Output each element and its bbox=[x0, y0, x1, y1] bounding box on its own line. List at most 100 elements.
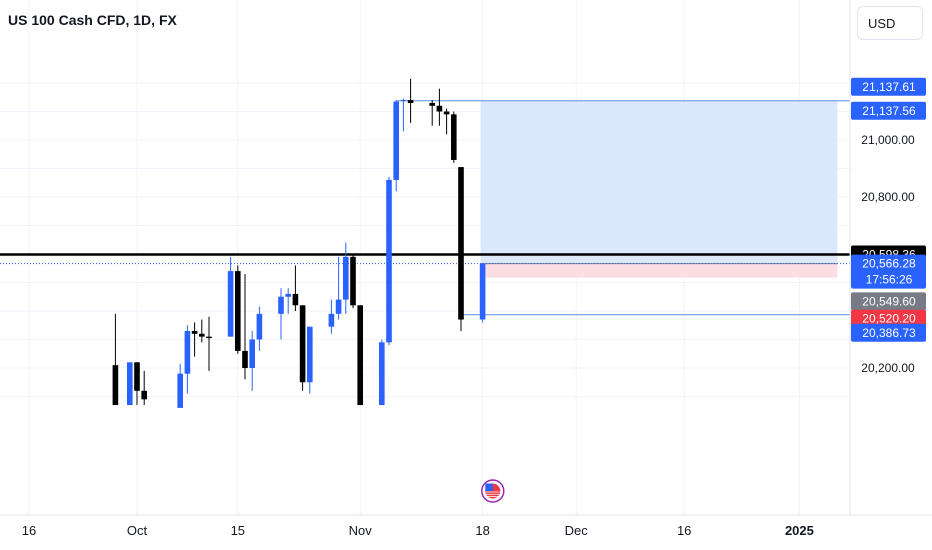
candle-body bbox=[328, 313, 335, 327]
candle bbox=[184, 325, 191, 394]
candle bbox=[400, 98, 407, 132]
candle bbox=[141, 370, 147, 406]
x-tick-label: 16 bbox=[22, 523, 36, 538]
x-tick-label: 18 bbox=[475, 523, 489, 538]
currency-button[interactable]: USD bbox=[857, 6, 923, 40]
price-label[interactable]: 21,137.56 bbox=[851, 101, 926, 120]
candle-body bbox=[386, 179, 392, 343]
candle-body bbox=[249, 339, 255, 368]
candles bbox=[112, 78, 486, 408]
candle bbox=[199, 319, 205, 343]
candle-body bbox=[400, 100, 407, 102]
candle bbox=[256, 306, 263, 351]
price-label-bg bbox=[851, 309, 926, 328]
candle-body bbox=[227, 271, 234, 337]
candle bbox=[436, 88, 443, 126]
price-label-bg bbox=[851, 292, 926, 311]
candle-body bbox=[393, 101, 399, 180]
candle bbox=[328, 299, 335, 334]
x-tick-label: Nov bbox=[349, 523, 373, 538]
y-tick-label: 20,800.00 bbox=[861, 190, 915, 204]
countdown-text: 17:56:26 bbox=[866, 273, 913, 287]
candle-body bbox=[307, 326, 313, 383]
candle bbox=[386, 177, 392, 346]
candle-body bbox=[443, 111, 450, 115]
price-label[interactable]: 20,549.60 bbox=[851, 292, 926, 311]
candle bbox=[242, 273, 248, 380]
profit-zone bbox=[480, 100, 838, 264]
price-label[interactable]: 20,520.20 bbox=[851, 309, 926, 328]
price-label-text: 20,566.28 bbox=[862, 257, 916, 271]
price-label-bg bbox=[851, 77, 926, 96]
marker-canton bbox=[485, 483, 493, 491]
candle bbox=[134, 362, 140, 406]
candle-body bbox=[199, 333, 205, 337]
candle-body bbox=[112, 365, 119, 406]
candle-body bbox=[242, 350, 248, 368]
candle bbox=[177, 363, 183, 408]
candle-body bbox=[343, 256, 349, 300]
price-label-text: 20,520.20 bbox=[862, 312, 916, 326]
candle-body bbox=[451, 114, 457, 160]
price-label-text: 21,137.61 bbox=[862, 80, 916, 94]
candle bbox=[343, 242, 349, 314]
price-label[interactable]: 20,566.28 17:56:26 bbox=[851, 254, 926, 289]
candle bbox=[393, 100, 399, 192]
candle bbox=[443, 108, 450, 135]
candle bbox=[292, 265, 299, 311]
x-tick-label: 15 bbox=[231, 523, 245, 538]
event-markers[interactable] bbox=[481, 479, 505, 503]
x-tick-label: 16 bbox=[677, 523, 691, 538]
candle-body bbox=[436, 105, 443, 112]
candle-body bbox=[357, 305, 363, 406]
candle bbox=[429, 100, 435, 126]
candle bbox=[379, 339, 385, 406]
x-tick-label: Dec bbox=[565, 523, 589, 538]
x-tick-label: Oct bbox=[127, 523, 148, 538]
price-label-text: 20,549.60 bbox=[862, 294, 916, 308]
candle bbox=[357, 305, 363, 406]
candle-body bbox=[256, 313, 263, 340]
price-label-text: 20,386.73 bbox=[862, 326, 916, 340]
x-tick-label: 2025 bbox=[785, 523, 814, 538]
candle bbox=[278, 288, 284, 340]
candle-body bbox=[141, 390, 147, 400]
candle-body bbox=[458, 167, 464, 320]
candle bbox=[299, 305, 306, 391]
price-label[interactable]: 21,137.61 bbox=[851, 77, 926, 96]
candle-body bbox=[191, 330, 198, 334]
chart-title: US 100 Cash CFD, 1D, FX bbox=[8, 12, 177, 28]
candle-body bbox=[184, 330, 191, 374]
candle-body bbox=[285, 293, 291, 297]
us-flag-icon[interactable] bbox=[481, 479, 505, 503]
y-tick-label: 21,000.00 bbox=[861, 133, 915, 147]
candle bbox=[407, 78, 414, 123]
candle bbox=[235, 265, 241, 354]
candle-body bbox=[177, 373, 183, 408]
candle bbox=[350, 254, 356, 309]
candle-body bbox=[479, 263, 486, 320]
candle-body bbox=[335, 299, 342, 314]
candle-body bbox=[379, 342, 385, 406]
loss-zone bbox=[480, 263, 838, 278]
candle bbox=[249, 330, 255, 391]
price-axis[interactable]: 21,000.00 20,800.00 20,200.00 21,137.61 21,1… bbox=[851, 77, 926, 375]
candle bbox=[479, 263, 486, 323]
price-label[interactable]: 20,386.73 bbox=[851, 323, 926, 342]
time-axis[interactable]: 16 Oct 15 Nov 18 Dec 16 2025 bbox=[22, 523, 814, 538]
y-tick-label: 20,200.00 bbox=[861, 361, 915, 375]
candle bbox=[285, 288, 291, 314]
horizontal-lines bbox=[0, 100, 850, 316]
candle bbox=[335, 256, 342, 320]
price-label-bg bbox=[851, 323, 926, 342]
price-label-bg bbox=[851, 101, 926, 120]
candle-body bbox=[278, 296, 284, 314]
candle bbox=[307, 326, 313, 394]
position-zones bbox=[480, 100, 838, 278]
candle-body bbox=[235, 271, 241, 351]
candle bbox=[458, 167, 464, 331]
candle-body bbox=[350, 256, 356, 306]
price-label-bg bbox=[851, 254, 926, 289]
price-label-text: 21,137.56 bbox=[862, 104, 916, 118]
